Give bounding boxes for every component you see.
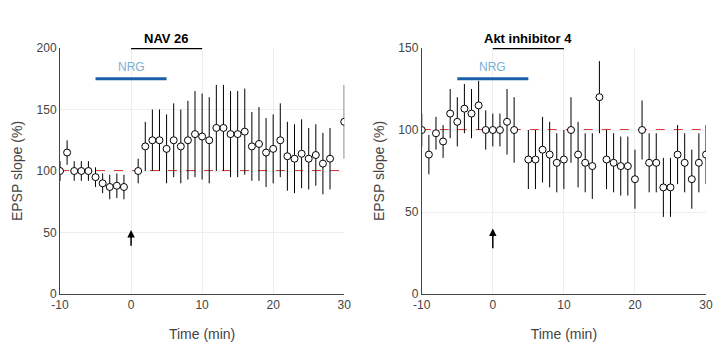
svg-text:Akt inhibitor 4: Akt inhibitor 4 (484, 31, 572, 46)
svg-text:100: 100 (398, 123, 418, 137)
svg-text:20: 20 (628, 298, 642, 312)
svg-text:Time (min): Time (min) (531, 326, 597, 342)
svg-text:150: 150 (398, 41, 418, 55)
svg-text:0: 0 (489, 298, 496, 312)
svg-text:150: 150 (37, 103, 57, 117)
svg-text:-10: -10 (413, 298, 431, 312)
svg-text:NRG: NRG (118, 60, 145, 74)
svg-text:50: 50 (405, 205, 419, 219)
svg-text:NAV 26: NAV 26 (144, 31, 189, 46)
svg-text:NRG: NRG (479, 60, 506, 74)
svg-text:50: 50 (43, 226, 57, 240)
svg-text:30: 30 (699, 298, 713, 312)
svg-text:20: 20 (267, 298, 281, 312)
svg-text:10: 10 (557, 298, 571, 312)
svg-text:EPSP slope (%): EPSP slope (%) (9, 121, 25, 221)
svg-text:-10: -10 (51, 298, 69, 312)
svg-text:0: 0 (50, 287, 57, 301)
svg-text:EPSP slope (%): EPSP slope (%) (371, 121, 387, 221)
svg-text:0: 0 (412, 287, 419, 301)
svg-text:100: 100 (37, 164, 57, 178)
svg-text:30: 30 (338, 298, 352, 312)
svg-text:10: 10 (195, 298, 209, 312)
svg-text:200: 200 (37, 41, 57, 55)
svg-text:0: 0 (128, 298, 135, 312)
svg-text:Time (min): Time (min) (169, 326, 235, 342)
